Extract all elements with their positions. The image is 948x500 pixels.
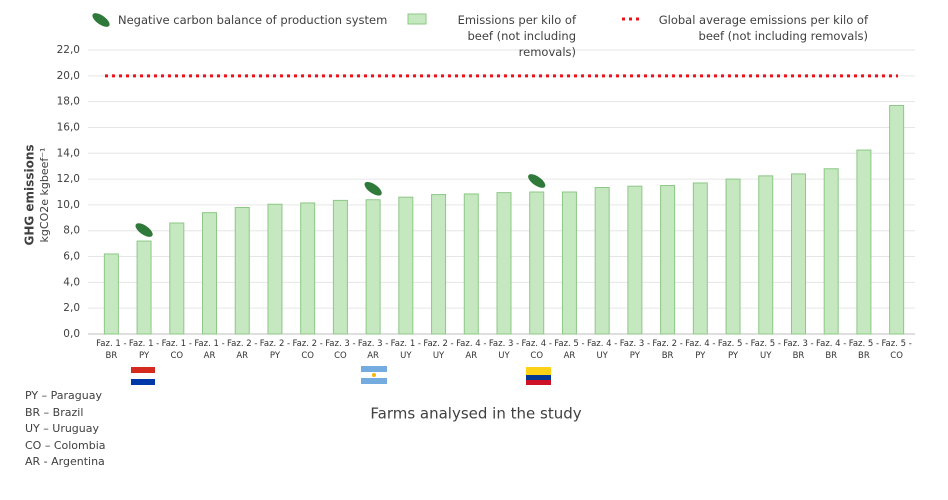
y-tick-label: 16,0	[57, 121, 80, 133]
country-key-item: PY – Paraguay	[25, 389, 102, 402]
legend-leaf	[92, 13, 110, 27]
bar	[300, 202, 316, 335]
bar	[431, 194, 447, 335]
bar	[103, 253, 119, 335]
bar	[627, 185, 643, 335]
legend-label: Negative carbon balance of production sy…	[118, 13, 388, 27]
x-axis-title: Farms analysed in the study	[370, 405, 581, 423]
country-key-item: AR - Argentina	[25, 455, 105, 468]
x-tick-label: Faz. 1 - CO	[161, 339, 192, 361]
bar	[725, 178, 741, 335]
bar	[202, 212, 218, 335]
y-tick-label: 2,0	[63, 302, 80, 314]
negative-carbon-marker	[528, 174, 546, 188]
x-tick-label: Faz. 3 - UY	[488, 339, 520, 361]
x-tick-label: Faz. 5 - PY	[717, 339, 749, 361]
y-axis-unit: kgCO2e kgbeef⁻¹	[38, 148, 51, 243]
bar	[267, 203, 283, 335]
country-key: PY – Paraguay BR – Brazil UY – Uruguay CO –…	[25, 388, 106, 471]
x-tick-label: Faz. 2 - UY	[423, 339, 454, 361]
x-tick-label: Faz. 2 - AR	[227, 339, 258, 361]
legend-label: Global average emissions per kilo of bee…	[658, 13, 868, 43]
y-tick-label: 18,0	[57, 96, 80, 108]
y-tick-label: 22,0	[57, 44, 80, 56]
x-tick-label: Faz. 2 - PY	[259, 339, 291, 361]
x-tick-label: Faz. 4 - PY	[685, 339, 716, 361]
bar	[561, 191, 577, 335]
x-tick-label: Faz. 3 - PY	[619, 339, 651, 361]
bar	[856, 149, 872, 335]
flag-paraguay	[131, 367, 155, 385]
flag-argentina	[361, 366, 387, 384]
country-key-item: BR – Brazil	[25, 405, 84, 419]
x-tick-label: Faz. 4 - CO	[521, 339, 552, 361]
x-tick-label: Faz. 3 - AR	[357, 339, 389, 361]
x-tick-label: Faz. 5 - CO	[881, 339, 912, 361]
bar	[234, 206, 250, 335]
bar	[496, 192, 512, 335]
x-tick-label: Faz. 3 - CO	[325, 339, 356, 361]
bar	[790, 173, 806, 335]
x-tick-label: Faz. 5 - BR	[848, 339, 880, 361]
bar	[758, 175, 774, 335]
x-tick-label: Faz. 1 - PY	[128, 339, 160, 361]
x-tick-label: Faz. 2 - CO	[292, 339, 323, 361]
bar	[365, 199, 381, 335]
negative-carbon-marker	[135, 223, 153, 237]
y-tick-label: 20,0	[57, 70, 80, 82]
bar	[823, 168, 839, 335]
bar	[660, 185, 676, 335]
flag-colombia	[526, 367, 551, 385]
x-tick-label: Faz. 4 - UY	[586, 339, 618, 361]
bar	[692, 182, 708, 335]
bar	[889, 105, 905, 335]
bar	[529, 191, 545, 335]
x-tick-label: Faz. 4 - BR	[816, 339, 847, 361]
country-key-item: CO – Colombia	[25, 438, 106, 452]
x-tick-label: Faz. 3 - BR	[783, 339, 814, 361]
bar	[398, 196, 414, 335]
negative-carbon-marker	[364, 181, 382, 196]
legend-label: Emissions per kilo of beef (not includin…	[457, 13, 576, 59]
x-tick-label: Faz. 1 - UY	[390, 339, 422, 361]
y-axis-title: GHG emissions	[23, 144, 37, 245]
y-tick-label: 10,0	[57, 199, 80, 211]
x-tick-label: Faz. 5 - AR	[554, 339, 585, 361]
x-tick-label: Faz. 5 - UY	[750, 339, 781, 361]
y-tick-label: 8,0	[63, 225, 80, 237]
x-tick-label: Faz. 1 - BR	[96, 339, 127, 361]
x-tick-label: Faz. 4 - AR	[456, 339, 487, 361]
y-tick-label: 0,0	[63, 328, 80, 340]
bar	[136, 240, 152, 335]
y-tick-label: 12,0	[57, 173, 80, 185]
y-tick-label: 14,0	[57, 147, 80, 159]
bar	[463, 193, 479, 335]
legend-swatch	[407, 13, 427, 25]
y-tick-label: 6,0	[63, 251, 80, 263]
x-tick-label: Faz. 1 - AR	[194, 339, 225, 361]
bar	[169, 222, 185, 335]
x-tick-label: Faz. 2 - BR	[652, 339, 683, 361]
bar	[332, 199, 348, 335]
country-key-item: UY – Uruguay	[25, 422, 100, 435]
y-tick-label: 4,0	[63, 276, 80, 288]
bar	[594, 186, 610, 335]
